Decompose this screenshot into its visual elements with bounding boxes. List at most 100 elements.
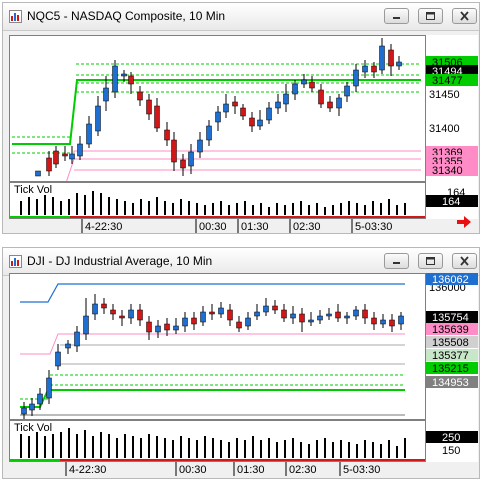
volume-bars [10,191,425,218]
candle [336,94,342,116]
window-title-bar[interactable]: DJI - DJ Industrial Average, 10 Min [3,248,479,276]
maximize-button[interactable] [418,253,443,269]
price-badge: 134953 [426,376,478,389]
volume-bar [28,436,30,458]
price-badge: 135639 [426,323,478,336]
volume-bar [356,444,358,458]
volume-bar [52,434,54,458]
candle [266,102,272,124]
volume-bar [260,440,262,458]
close-button[interactable] [452,8,477,24]
scroll-right-arrow-icon[interactable] [456,215,472,229]
volume-bar [316,203,318,215]
candle [83,298,89,340]
volume-bar [340,440,342,458]
volume-plot[interactable]: Tick Vol [9,182,426,219]
volume-bar [108,197,110,215]
candle [77,136,83,160]
candle [396,56,402,70]
minimize-button[interactable] [384,8,409,24]
minimize-button[interactable] [384,253,409,269]
price-badge: 135377 [426,349,478,362]
price-plot[interactable] [9,35,426,182]
volume-bar [132,203,134,215]
candle [301,74,307,88]
time-label: 5-03:30 [343,464,380,476]
volume-bar [332,442,334,458]
volume-bar [252,436,254,458]
candle [137,304,143,326]
volume-bar [356,203,358,215]
volume-bar [332,205,334,215]
volume-bar [260,203,262,215]
price-axis: 31450 31400 31506 31494 31477 31369 31355 313… [426,35,478,182]
volume-label: Tick Vol [14,422,53,434]
candle [281,304,287,322]
candle [103,76,109,111]
candle [55,344,61,370]
time-label: 5-03:30 [355,221,392,233]
volume-bar [316,440,318,458]
candle [353,306,359,320]
volume-bar [292,203,294,215]
volume-badge [426,195,478,207]
volume-bar [228,442,230,458]
price-badge: 135508 [426,336,478,349]
volume-badge-text: 164 [442,196,460,208]
window-title: NQC5 - NASDAQ Composite, 10 Min [27,9,226,23]
candle [164,122,170,146]
candle [164,318,170,336]
volume-bar [228,205,230,215]
volume-bar [172,440,174,458]
volume-bar [76,193,78,215]
candle [119,310,125,326]
candles [21,294,404,419]
candle [318,84,324,108]
candle [62,146,68,161]
volume-bar [372,201,374,215]
candle [128,304,134,324]
price-badge-text: 31340 [432,165,463,177]
volume-bar [156,436,158,458]
volume-bar [116,199,118,215]
volume-bar [404,438,406,458]
price-badge: 31340 [426,164,478,177]
close-button[interactable] [452,253,477,269]
candle [191,312,197,330]
price-axis: 136000 136062 135754 135639 135508 135377 135… [426,273,478,420]
candle [353,64,359,92]
volume-bar [76,434,78,458]
minimize-icon [393,262,400,264]
volume-bars [10,428,425,461]
time-label: 00:30 [199,221,227,233]
candle [362,60,368,78]
candle [92,294,98,320]
volume-bar [212,438,214,458]
candle [308,312,314,326]
volume-bar [164,438,166,458]
time-label: 00:30 [179,464,207,476]
time-labels: 4-22:30 00:30 01:30 02:30 5-03:30 [65,462,380,476]
candle [232,96,238,114]
candle [292,80,298,100]
maximize-button[interactable] [418,8,443,24]
volume-bar [124,201,126,215]
candle [121,70,127,82]
chart-icon [9,10,22,23]
volume-bar [196,440,198,458]
volume-bar [92,436,94,458]
window-title-bar[interactable]: NQC5 - NASDAQ Composite, 10 Min [3,3,479,31]
price-plot[interactable] [9,273,426,420]
candle [309,76,315,92]
volume-bar [364,440,366,458]
volume-axis: 250 150 [426,420,478,462]
volume-bar [60,201,62,215]
candle [299,308,305,332]
volume-plot[interactable]: Tick Vol [9,420,426,462]
volume-bar [116,438,118,458]
chart-window-dji: DJI - DJ Industrial Average, 10 Min 1360… [2,247,480,479]
volume-bar [188,201,190,215]
price-badge-text: 135508 [432,337,469,349]
volume-tick-label: 150 [442,445,460,457]
volume-bar [220,201,222,215]
